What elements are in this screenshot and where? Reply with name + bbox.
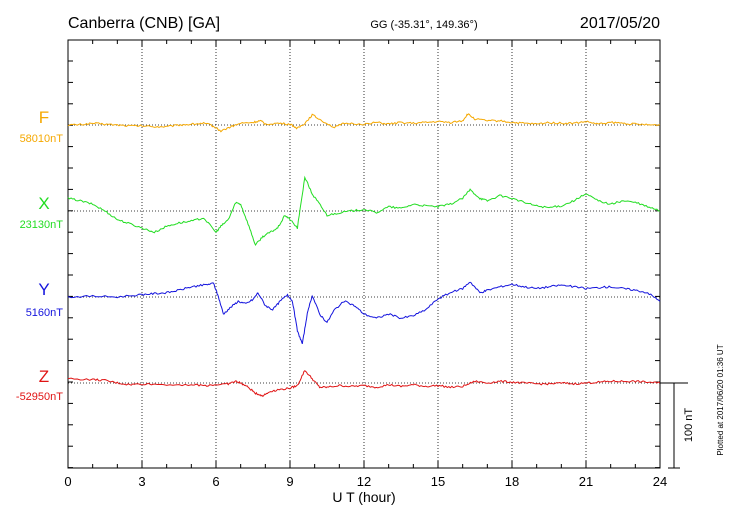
x-axis-label: U T (hour) <box>332 489 395 505</box>
series-labels: F 58010nT X 23130nT Y 5160nT Z -52950nT <box>16 108 63 403</box>
series-line-f <box>67 113 661 133</box>
series-baseline-value-f: 58010nT <box>20 133 64 145</box>
station-title: Canberra (CNB) [GA] <box>68 15 220 32</box>
series-line-x <box>67 175 660 247</box>
y-axis-minor-ticks <box>68 60 660 469</box>
series-baseline-value-x: 23130nT <box>20 219 64 231</box>
series-name-y: Y <box>38 280 49 299</box>
series-traces <box>67 113 661 398</box>
x-tick-label: 24 <box>653 474 667 489</box>
x-tick-label: 12 <box>357 474 371 489</box>
series-baseline-value-z: -52950nT <box>16 391 63 403</box>
series-line-z <box>67 370 661 398</box>
station-coords: GG (-35.31°, 149.36°) <box>370 19 477 31</box>
series-name-x: X <box>38 194 49 213</box>
series-baseline-value-y: 5160nT <box>26 307 64 319</box>
x-tick-label: 0 <box>64 474 71 489</box>
x-tick-label: 3 <box>138 474 145 489</box>
x-tick-label: 21 <box>579 474 593 489</box>
x-grid <box>141 40 587 468</box>
x-tick-label: 6 <box>212 474 219 489</box>
scale-bar: 100 nT <box>660 382 695 469</box>
date-label: 2017/05/20 <box>580 15 660 32</box>
x-tick-label: 9 <box>286 474 293 489</box>
x-tick-label: 18 <box>505 474 519 489</box>
series-name-f: F <box>39 108 49 127</box>
series-line-y <box>67 281 661 345</box>
plotted-at-note: Plotted at 2017/06/20 01:36 UT <box>716 344 725 455</box>
x-tick-label: 15 <box>431 474 445 489</box>
scale-label: 100 nT <box>683 408 695 443</box>
series-name-z: Z <box>39 367 49 386</box>
x-axis-ticks: 0 3 6 9 12 15 18 21 24 <box>64 40 667 489</box>
